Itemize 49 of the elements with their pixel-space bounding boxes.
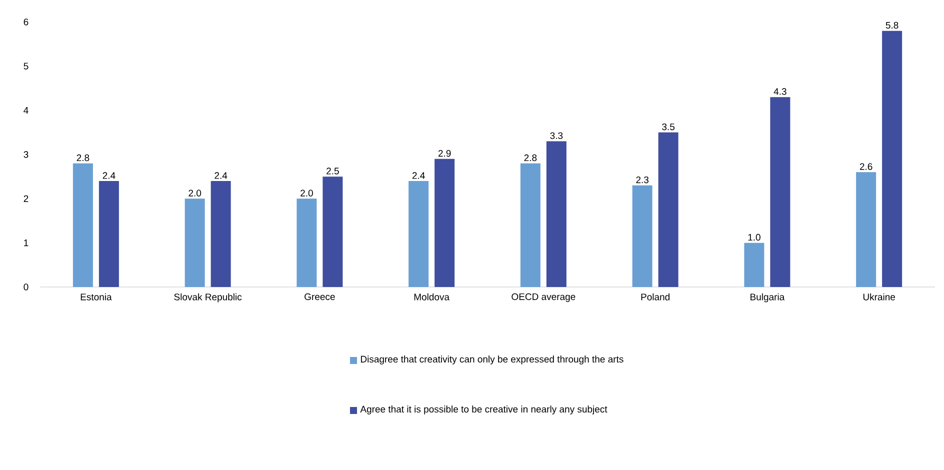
- bar: [210, 180, 231, 287]
- y-tick-label: 0: [24, 284, 28, 290]
- data-label: 2.3: [636, 176, 648, 184]
- x-tick-label: OECD average: [512, 293, 576, 302]
- legend-label: Disagree that creativity can only be expressed through the arts: [360, 356, 624, 364]
- data-label: 2.9: [438, 150, 451, 157]
- bar: [520, 163, 540, 287]
- data-label: 2.4: [102, 172, 116, 179]
- x-tick-label: Bulgaria: [750, 293, 785, 302]
- y-tick-label: 1: [24, 240, 28, 246]
- bar: [632, 185, 652, 287]
- data-label: 2.4: [214, 172, 228, 179]
- bar: [744, 242, 764, 287]
- bar: [856, 172, 876, 287]
- bar: [770, 97, 790, 287]
- data-label: 1.0: [748, 234, 760, 241]
- data-label: 2.8: [524, 154, 537, 162]
- bar: [322, 176, 343, 287]
- legend-label: Agree that it is possible to be creative in nearly any subject: [360, 406, 608, 414]
- data-label: 2.8: [76, 154, 90, 162]
- data-label: 2.0: [300, 190, 313, 196]
- x-tick-label: Estonia: [80, 293, 112, 300]
- bar: [408, 180, 429, 287]
- x-tick-label: Moldova: [414, 293, 450, 300]
- y-tick-label: 3: [24, 151, 28, 158]
- bar: [98, 180, 119, 287]
- bar: [546, 141, 566, 287]
- bar: [184, 198, 205, 287]
- data-label: 2.5: [326, 168, 339, 174]
- x-tick-label: Greece: [304, 293, 335, 300]
- y-tick-label: 4: [24, 107, 28, 114]
- y-tick-label: 2: [24, 195, 28, 202]
- bar: [658, 132, 678, 287]
- bar: [434, 158, 455, 287]
- data-label: 4.3: [774, 88, 786, 95]
- data-label: 2.0: [188, 190, 202, 196]
- y-tick-label: 6: [24, 18, 28, 26]
- bar: [882, 30, 902, 287]
- bar: [72, 163, 93, 287]
- data-label: 5.8: [886, 22, 898, 29]
- x-tick-label: Poland: [641, 293, 670, 300]
- data-label: 3.3: [550, 132, 563, 140]
- y-tick-label: 5: [24, 62, 28, 70]
- data-label: 2.4: [412, 172, 425, 179]
- data-label: 3.5: [662, 123, 675, 130]
- data-label: 2.6: [860, 163, 872, 170]
- x-tick-label: Slovak Republic: [174, 293, 242, 302]
- x-tick-label: Ukraine: [863, 293, 895, 300]
- bar: [296, 198, 317, 287]
